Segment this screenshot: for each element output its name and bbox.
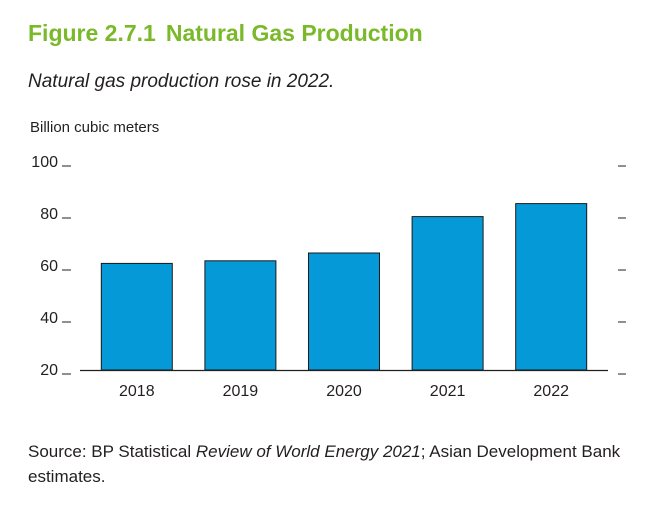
bar: [411, 216, 484, 371]
bar: [308, 252, 380, 371]
bar: [515, 203, 588, 371]
x-tick-label: 2022: [533, 383, 569, 400]
x-tick-label: 2020: [326, 383, 362, 400]
y-axis-unit-label: Billion cubic meters: [30, 119, 160, 136]
bar: [204, 260, 277, 371]
x-tick-label: 2019: [223, 383, 259, 400]
figure-title: Figure 2.7.1 Natural Gas Production: [28, 20, 423, 47]
x-tick-label: 2018: [119, 383, 155, 400]
y-tick-label: 100: [31, 154, 58, 171]
x-tick-label: 2021: [430, 383, 466, 400]
figure-subtitle: Natural gas production rose in 2022.: [28, 71, 335, 92]
bar: [100, 262, 173, 371]
y-tick-label: 20: [40, 362, 58, 379]
figure-number: Figure 2.7.1: [28, 20, 156, 46]
source-prefix: Source: BP Statistical: [28, 442, 196, 461]
figure-name: Natural Gas Production: [165, 20, 423, 46]
y-tick-label: 80: [40, 206, 58, 223]
source-title: Review of World Energy 2021: [195, 442, 421, 461]
source-note: Source: BP Statistical Review of World E…: [28, 439, 628, 489]
source-suffix: ; Asian Development Bank estimates.: [28, 442, 621, 486]
y-tick-label: 40: [40, 310, 58, 327]
y-tick-label: 60: [40, 258, 58, 275]
